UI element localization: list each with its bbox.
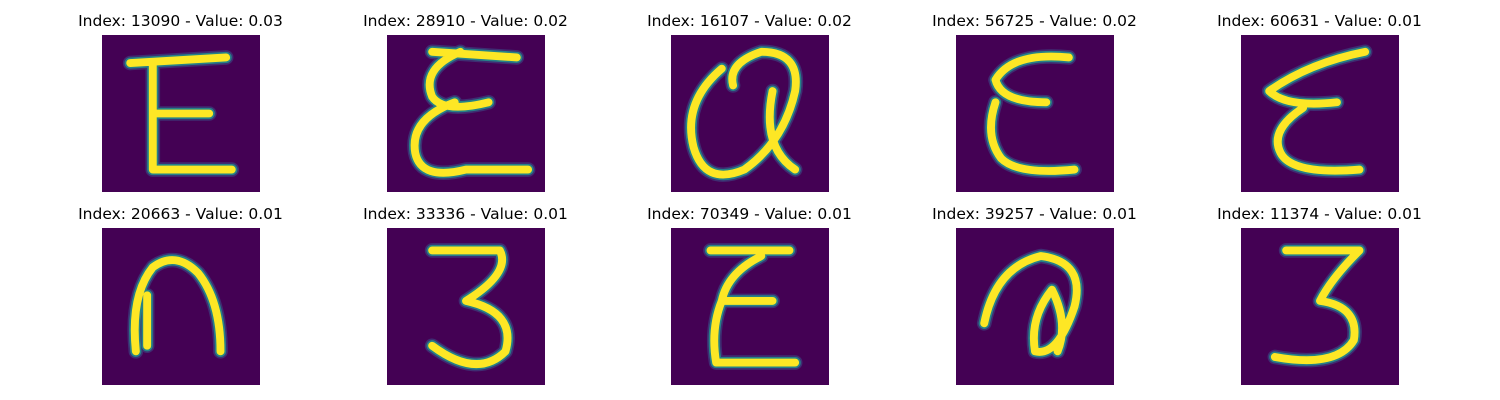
panel-title: Index: 56725 - Value: 0.02 <box>932 12 1137 30</box>
panel-33336: Index: 33336 - Value: 0.01 <box>323 193 608 386</box>
glyph-stroke <box>126 53 236 174</box>
panel-title: Index: 39257 - Value: 0.01 <box>932 205 1137 223</box>
glyph-stroke <box>706 246 800 367</box>
glyph-image <box>1241 228 1399 385</box>
panel-title: Index: 13090 - Value: 0.03 <box>78 12 283 30</box>
glyph-stroke <box>130 256 225 356</box>
panel-title: Index: 28910 - Value: 0.02 <box>363 12 568 30</box>
panel-60631: Index: 60631 - Value: 0.01 <box>1177 0 1462 193</box>
panel-11374: Index: 11374 - Value: 0.01 <box>1177 193 1462 386</box>
panel-title: Index: 20663 - Value: 0.01 <box>78 205 283 223</box>
panel-title: Index: 70349 - Value: 0.01 <box>647 205 852 223</box>
glyph-edge-stroke <box>426 244 514 370</box>
panel-20663: Index: 20663 - Value: 0.01 <box>38 193 323 386</box>
glyph-image <box>102 35 260 192</box>
glyph-image <box>956 35 1114 192</box>
glyph-image <box>671 228 829 385</box>
glyph-stroke <box>410 47 533 177</box>
glyph-stroke <box>687 47 800 179</box>
panel-title: Index: 33336 - Value: 0.01 <box>363 205 568 223</box>
glyph-image <box>102 228 260 385</box>
glyph-stroke <box>980 252 1081 356</box>
panel-title: Index: 11374 - Value: 0.01 <box>1217 205 1422 223</box>
glyph-stroke <box>1270 246 1364 365</box>
glyph-image <box>671 35 829 192</box>
panel-title: Index: 16107 - Value: 0.02 <box>647 12 852 30</box>
glyph-stroke <box>428 246 512 368</box>
panel-28910: Index: 28910 - Value: 0.02 <box>323 0 608 193</box>
panel-16107: Index: 16107 - Value: 0.02 <box>607 0 892 193</box>
glyph-stroke <box>1265 47 1370 175</box>
glyph-image <box>956 228 1114 385</box>
panel-39257: Index: 39257 - Value: 0.01 <box>892 193 1177 386</box>
glyph-image <box>387 228 545 385</box>
panel-13090: Index: 13090 - Value: 0.03 <box>38 0 323 193</box>
panel-70349: Index: 70349 - Value: 0.01 <box>607 193 892 386</box>
glyph-image <box>387 35 545 192</box>
glyph-image <box>1241 35 1399 192</box>
panel-title: Index: 60631 - Value: 0.01 <box>1217 12 1422 30</box>
panel-56725: Index: 56725 - Value: 0.02 <box>892 0 1177 193</box>
glyph-stroke <box>987 52 1079 175</box>
